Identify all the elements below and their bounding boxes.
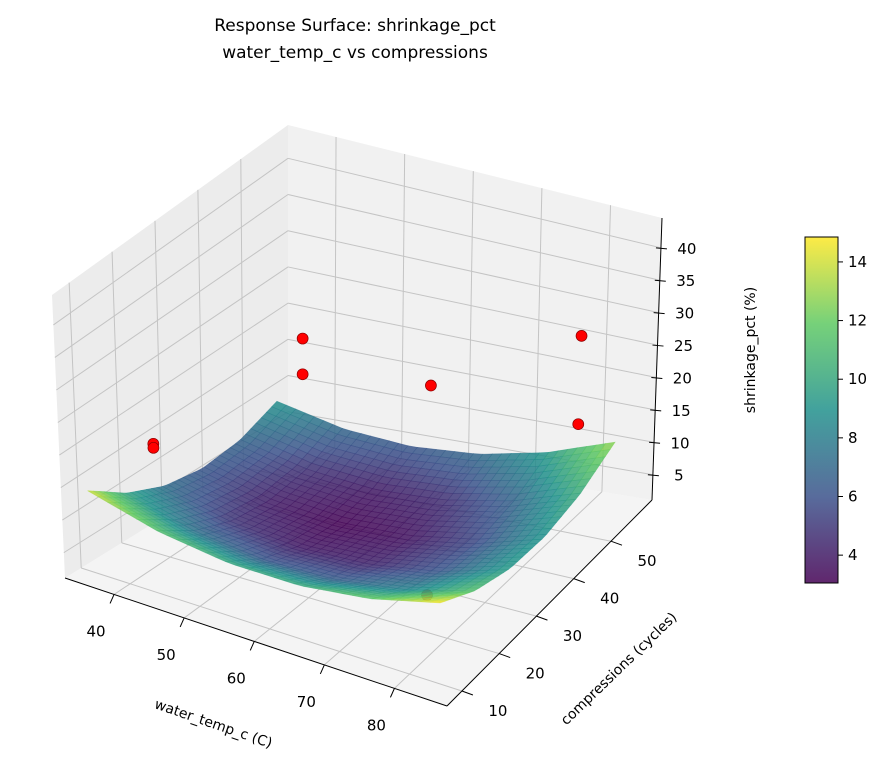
y-tick-label: 40 [600, 590, 619, 608]
colorbar-tick-label: 12 [848, 312, 867, 330]
x-tick [179, 617, 185, 628]
z-tick-label: 20 [673, 369, 692, 387]
z-tick [650, 409, 662, 412]
grid-line-x [334, 136, 337, 448]
grid-line-z [287, 338, 656, 411]
grid-line-x [401, 154, 406, 459]
surface-patch [430, 600, 446, 604]
y-axis-line [446, 499, 653, 707]
colorbar-tick-label: 8 [848, 429, 858, 447]
z-tick [651, 376, 663, 379]
grid-line-y [81, 567, 463, 692]
x-tick-label: 70 [297, 693, 316, 711]
x-tick-label: 60 [227, 669, 246, 687]
z-tick [654, 279, 666, 282]
z-tick [647, 474, 659, 477]
grid-line-z [54, 194, 289, 358]
y-tick [573, 578, 585, 584]
colorbar-tick-label: 6 [848, 488, 858, 506]
z-tick-label: 5 [674, 467, 684, 485]
y-tick [499, 653, 511, 659]
x-tick-label: 80 [367, 716, 386, 734]
grid-line-z [287, 266, 658, 346]
grid-line-z [287, 230, 659, 314]
grid-line-z [56, 230, 289, 391]
x-tick-label: 50 [157, 646, 176, 664]
z-tick-label: 30 [675, 305, 694, 323]
z-tick-label: 35 [676, 272, 695, 290]
colorbar-tick-label: 10 [848, 370, 867, 388]
z-tick [652, 344, 664, 347]
x-tick [109, 594, 115, 604]
grid-line-y [197, 189, 204, 493]
colorbar-tick-label: 14 [848, 253, 867, 271]
chart-subtitle: water_temp_c vs compressions [222, 43, 488, 63]
y-tick [536, 615, 548, 621]
z-axis-label: shrinkage_pct (%) [743, 287, 759, 413]
axes: 40 50 60 70 80 10 20 30 40 50 5 10 15 20 25 30 35 40 [64, 217, 696, 734]
x-tick [249, 641, 255, 651]
z-tick-label: 40 [677, 240, 696, 258]
points-in-front [147, 329, 588, 454]
observed-point [575, 329, 588, 342]
axes-panes [52, 125, 662, 706]
x-tick [319, 664, 325, 675]
grid-line-z [287, 194, 660, 281]
observed-point [296, 368, 309, 381]
z-tick-label: 15 [672, 402, 691, 420]
grid-line-z [53, 157, 289, 326]
surface [87, 400, 616, 604]
y-tick-label: 50 [637, 552, 656, 570]
grid-line-x [534, 188, 543, 481]
grid-line-x [467, 171, 474, 470]
grid-line-y [121, 542, 500, 655]
observed-point [296, 332, 309, 345]
grid-line-z [59, 302, 289, 456]
y-tick-label: 10 [488, 702, 507, 720]
observed-point [425, 379, 437, 392]
y-tick [461, 690, 474, 696]
z-tick [653, 312, 665, 315]
grid-line-x [394, 491, 603, 689]
grid-line-y [154, 220, 163, 518]
x-tick [389, 688, 395, 698]
grid-line-z [287, 302, 657, 378]
y-tick-label: 20 [526, 665, 545, 683]
x-axis-line [64, 577, 448, 707]
colorbar-tick-label: 4 [848, 546, 858, 564]
colorbar [804, 236, 839, 584]
grid-line-z [60, 338, 289, 488]
observed-point [147, 441, 160, 454]
x-axis-label: water_temp_c (C) [152, 697, 274, 752]
back-pane [288, 125, 662, 500]
grid-line-y [68, 282, 82, 568]
y-tick [610, 540, 623, 546]
z-tick [655, 247, 667, 250]
observed-point [572, 418, 585, 431]
z-axis-line [651, 217, 663, 501]
z-tick-label: 10 [670, 434, 689, 452]
z-tick-label: 25 [674, 337, 693, 355]
grid-line-y [240, 158, 244, 468]
z-tick [649, 441, 661, 444]
grid-line-z [57, 266, 289, 423]
y-tick-label: 30 [563, 627, 582, 645]
x-tick-label: 40 [87, 622, 106, 640]
grid-line-z [287, 157, 662, 249]
chart-title: Response Surface: shrinkage_pct [214, 16, 496, 36]
colorbar-ticks: 4 6 8 10 12 14 [838, 253, 867, 564]
grid-line-z [287, 375, 655, 443]
